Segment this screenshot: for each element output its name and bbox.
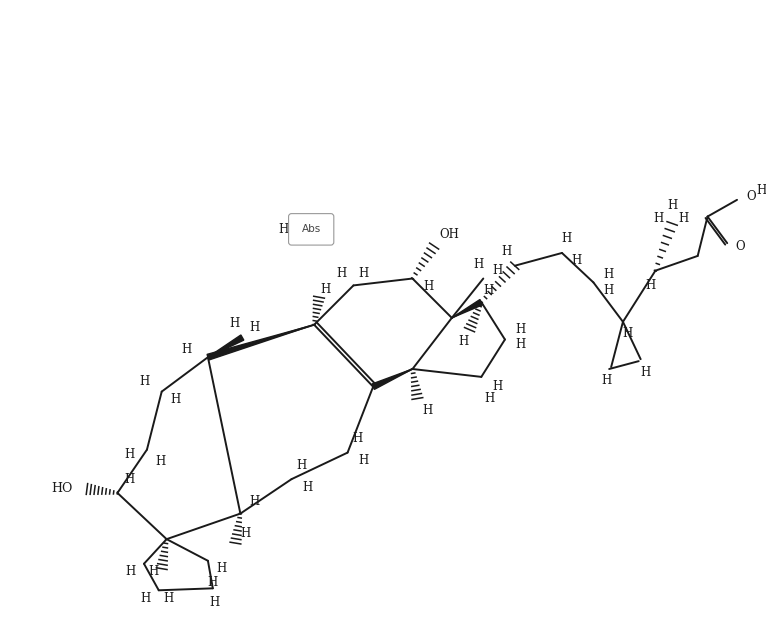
Text: H: H xyxy=(208,576,218,589)
Polygon shape xyxy=(372,369,412,389)
Text: H: H xyxy=(603,268,614,281)
Polygon shape xyxy=(207,325,314,360)
FancyBboxPatch shape xyxy=(289,214,334,245)
Text: H: H xyxy=(124,448,134,461)
Text: HO: HO xyxy=(51,482,72,495)
Text: H: H xyxy=(321,283,331,296)
Text: H: H xyxy=(623,327,633,340)
Text: H: H xyxy=(492,380,502,393)
Text: H: H xyxy=(646,279,656,292)
Text: H: H xyxy=(516,323,525,336)
Text: H: H xyxy=(640,366,650,379)
Text: H: H xyxy=(170,393,181,406)
Text: H: H xyxy=(492,264,502,277)
Text: H: H xyxy=(163,591,174,604)
Text: H: H xyxy=(210,596,220,609)
Text: O: O xyxy=(735,239,745,252)
Text: H: H xyxy=(679,212,689,225)
Text: H: H xyxy=(149,565,159,578)
Text: H: H xyxy=(125,565,136,578)
Text: H: H xyxy=(155,455,165,468)
Text: Abs: Abs xyxy=(302,224,321,234)
Text: H: H xyxy=(249,495,259,508)
Polygon shape xyxy=(208,335,244,357)
Text: H: H xyxy=(352,432,362,445)
Text: H: H xyxy=(181,343,192,356)
Text: OH: OH xyxy=(439,228,459,241)
Text: H: H xyxy=(483,284,493,297)
Text: H: H xyxy=(502,246,512,259)
Text: H: H xyxy=(667,199,677,212)
Text: H: H xyxy=(561,232,572,245)
Polygon shape xyxy=(452,299,483,318)
Text: H: H xyxy=(473,259,483,272)
Text: H: H xyxy=(653,212,663,225)
Text: H: H xyxy=(423,280,434,293)
Text: H: H xyxy=(139,375,149,388)
Text: H: H xyxy=(241,527,250,540)
Text: O: O xyxy=(747,190,757,203)
Text: H: H xyxy=(249,321,259,334)
Text: H: H xyxy=(601,374,611,388)
Text: H: H xyxy=(296,459,306,472)
Text: H: H xyxy=(459,335,469,348)
Text: H: H xyxy=(422,404,432,417)
Text: H: H xyxy=(140,591,150,604)
Text: H: H xyxy=(336,267,347,280)
Text: H: H xyxy=(603,284,614,297)
Text: H: H xyxy=(217,562,227,575)
Text: H: H xyxy=(358,267,368,280)
Text: H: H xyxy=(516,338,525,351)
Text: H: H xyxy=(229,317,240,330)
Text: H: H xyxy=(757,184,766,197)
Text: H: H xyxy=(571,254,582,267)
Text: H: H xyxy=(358,454,368,467)
Text: H: H xyxy=(124,472,134,485)
Text: H: H xyxy=(484,392,494,405)
Text: H: H xyxy=(302,480,313,494)
Text: H: H xyxy=(279,223,289,236)
